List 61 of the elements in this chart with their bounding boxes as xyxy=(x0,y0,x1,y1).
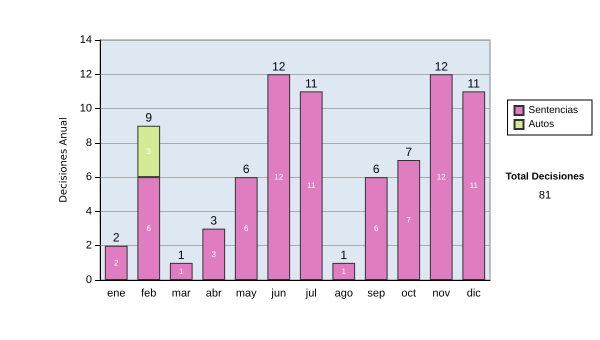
total-label: 1 xyxy=(340,248,348,262)
bar xyxy=(300,91,323,280)
bar xyxy=(364,177,388,280)
bar xyxy=(202,228,226,280)
y-tick-label: 2 xyxy=(86,240,92,252)
total-label: 11 xyxy=(305,76,318,90)
data-label: 2 xyxy=(114,258,120,268)
bar xyxy=(267,74,290,280)
bar xyxy=(462,91,486,280)
data-label: 6 xyxy=(146,224,152,234)
total-label: 11 xyxy=(468,76,480,90)
data-label: 6 xyxy=(374,224,380,234)
y-tick-label: 0 xyxy=(86,274,92,286)
y-tick-label: 4 xyxy=(86,205,92,218)
total-label: 9 xyxy=(145,110,152,125)
bar xyxy=(170,262,193,280)
x-tick-label: may xyxy=(236,288,258,300)
total-label: 6 xyxy=(372,162,380,176)
total-label: 3 xyxy=(210,214,218,228)
total-label: 12 xyxy=(272,59,286,74)
data-label: 11 xyxy=(307,181,316,190)
data-label: 12 xyxy=(436,172,446,182)
data-label: 12 xyxy=(274,172,284,182)
x-tick-label: jun xyxy=(270,288,286,300)
x-tick-label: oct xyxy=(401,288,416,300)
bar xyxy=(234,177,258,280)
bar xyxy=(397,160,420,280)
total-label: 6 xyxy=(242,162,250,176)
legend-label: Sentencias xyxy=(528,105,578,116)
x-tick-label: abr xyxy=(206,288,222,300)
x-tick-label: sep xyxy=(367,288,386,300)
x-tick-label: dic xyxy=(466,288,482,300)
data-label: 7 xyxy=(406,216,412,224)
x-tick-label: feb xyxy=(141,288,156,300)
data-label: 3 xyxy=(146,146,152,156)
bar xyxy=(430,74,453,280)
x-tick-label: ene xyxy=(107,288,126,300)
y-tick-label: 8 xyxy=(86,136,92,149)
total-label: 1 xyxy=(178,248,185,262)
y-tick-label: 14 xyxy=(80,34,92,46)
x-tick-label: mar xyxy=(172,288,192,300)
data-label: 1 xyxy=(342,266,347,276)
text: Total Decisiones xyxy=(506,172,585,182)
data-label: 6 xyxy=(244,224,250,234)
y-tick-label: 12 xyxy=(80,68,92,80)
data-label: 11 xyxy=(470,181,478,190)
total-label: 7 xyxy=(405,145,412,159)
bar xyxy=(104,246,128,280)
bar xyxy=(332,262,356,280)
data-label: 1 xyxy=(179,266,184,276)
x-tick-label: ago xyxy=(334,288,353,300)
x-tick-label: jul xyxy=(304,288,317,300)
y-axis-title: Decisiones Anual xyxy=(58,117,70,203)
total-label: 2 xyxy=(112,230,120,245)
text: 81 xyxy=(538,190,552,202)
legend-label: Autos xyxy=(528,119,554,130)
data-label: 3 xyxy=(212,250,217,259)
total-label: 12 xyxy=(434,59,448,74)
x-tick-label: nov xyxy=(432,288,451,300)
y-tick-label: 6 xyxy=(86,171,92,184)
y-tick-label: 10 xyxy=(80,102,92,115)
